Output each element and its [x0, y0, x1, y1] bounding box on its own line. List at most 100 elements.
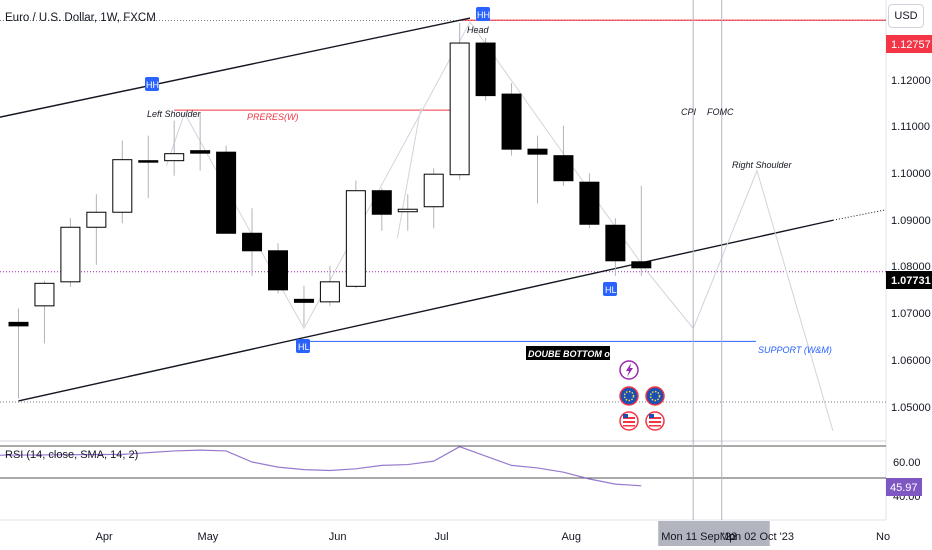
price-label-high: 1.12757 [886, 35, 932, 53]
candle [268, 243, 288, 294]
cpi-label: CPI [681, 107, 697, 117]
candle [190, 113, 211, 171]
channel-lower-extension [832, 209, 887, 221]
candle-body-up [34, 282, 55, 307]
crosshair-date-1: Mon 11 Sep '23 [661, 531, 737, 543]
candle [371, 188, 392, 231]
candle-body-down [242, 232, 263, 252]
us-flag-event-icon-2[interactable] [645, 411, 665, 431]
time-tick: Aug [561, 531, 581, 543]
price-axis[interactable]: 1.12000 1.11000 1.10000 1.09000 1.08000 … [891, 75, 931, 414]
candle [319, 265, 340, 306]
candle-body-up [112, 159, 133, 213]
time-tick: Jul [434, 531, 448, 543]
eu-flag-event-icon-2[interactable] [645, 386, 665, 406]
price-tick: 1.12000 [891, 75, 931, 87]
candle [138, 135, 159, 199]
head-and-shoulders-path [165, 21, 834, 432]
candle [553, 125, 574, 186]
candle-body-down [190, 150, 211, 154]
support-label: SUPPORT (W&M) [758, 345, 832, 355]
price-tick: 1.08000 [891, 261, 931, 273]
rsi-line [0, 446, 642, 487]
price-tick: 1.09000 [891, 215, 931, 227]
time-tick: May [198, 531, 219, 543]
time-tick-right-edge: No [876, 531, 890, 543]
candle-body-down [371, 190, 392, 215]
candle-body-down [527, 148, 548, 155]
candle-body-down [293, 298, 314, 303]
hl-marker-bottom: HL [296, 339, 310, 353]
rsi-tick-60: 60.00 [893, 457, 921, 469]
candle [34, 280, 55, 344]
left-shoulder-label: Left Shoulder [147, 109, 202, 119]
crosshair-date-bg [658, 521, 770, 546]
candle [345, 180, 366, 289]
rsi-layer [0, 446, 642, 487]
svg-text:1.12757: 1.12757 [891, 39, 931, 51]
crosshair-date-fragment: p [729, 531, 735, 543]
pattern-connector-line [396, 108, 422, 239]
us-flag-event-icon[interactable] [619, 411, 639, 431]
preres-label: PRERES(W) [247, 112, 299, 122]
candle-body-up [319, 281, 340, 303]
price-tick: 1.10000 [891, 168, 931, 180]
candle-body-down [8, 321, 29, 327]
svg-text:45.97: 45.97 [890, 482, 918, 494]
candle-body-up [449, 42, 470, 176]
candle-body-up [423, 173, 444, 208]
price-tick: 1.05000 [891, 402, 931, 414]
candle-body-down [501, 93, 522, 150]
candle [86, 194, 107, 265]
candle [60, 218, 81, 287]
candle-body-up [86, 211, 107, 228]
candle-body-down [475, 42, 496, 97]
time-tick: Jun [329, 531, 347, 543]
channel-lower-line [18, 219, 834, 402]
eu-flag-event-icon[interactable] [619, 386, 639, 406]
channel-upper-line [0, 17, 471, 118]
hl-marker-recent: HL [603, 282, 617, 296]
candle [579, 173, 600, 229]
candle [423, 168, 444, 229]
fomc-label: FOMC [707, 107, 734, 117]
time-tick: Apr [96, 531, 113, 543]
candle [605, 218, 626, 276]
candle [112, 140, 133, 224]
drawings-layer [0, 0, 887, 520]
candle-body-down [579, 181, 600, 225]
candle-body-down [138, 160, 159, 163]
head-label: Head [467, 25, 490, 35]
candle [293, 285, 314, 326]
candle [631, 185, 652, 276]
rsi-label: RSI (14, close, SMA, 14, 2) [5, 449, 138, 461]
candle [216, 145, 237, 234]
candle [8, 308, 29, 399]
price-tick: 1.06000 [891, 355, 931, 367]
price-label-current: 1.07731 [886, 271, 932, 289]
candle [242, 208, 263, 276]
candle [397, 194, 418, 231]
candle-body-down [553, 155, 574, 182]
candle [527, 135, 548, 204]
double-bottom-callout-bg [526, 346, 610, 360]
svg-text:HL: HL [605, 285, 617, 295]
candle [475, 38, 496, 101]
candle [164, 120, 185, 176]
candle-body-down [605, 224, 626, 262]
candles-layer [8, 23, 652, 399]
candle [449, 23, 470, 180]
candle-body-up [164, 153, 185, 162]
price-tick: 1.11000 [891, 121, 930, 133]
svg-text:HL: HL [298, 342, 310, 352]
chart-title: Euro / U.S. Dollar, 1W, FXCM [5, 12, 156, 24]
double-bottom-callout: DOUBE BOTTOM or L? [528, 349, 627, 359]
candle-body-down [216, 151, 237, 234]
right-shoulder-label: Right Shoulder [732, 160, 793, 170]
price-tick: 1.07000 [891, 308, 931, 320]
svg-text:HH: HH [146, 80, 159, 90]
currency-button[interactable]: USD [888, 4, 924, 28]
lightning-event-icon[interactable] [619, 360, 639, 380]
